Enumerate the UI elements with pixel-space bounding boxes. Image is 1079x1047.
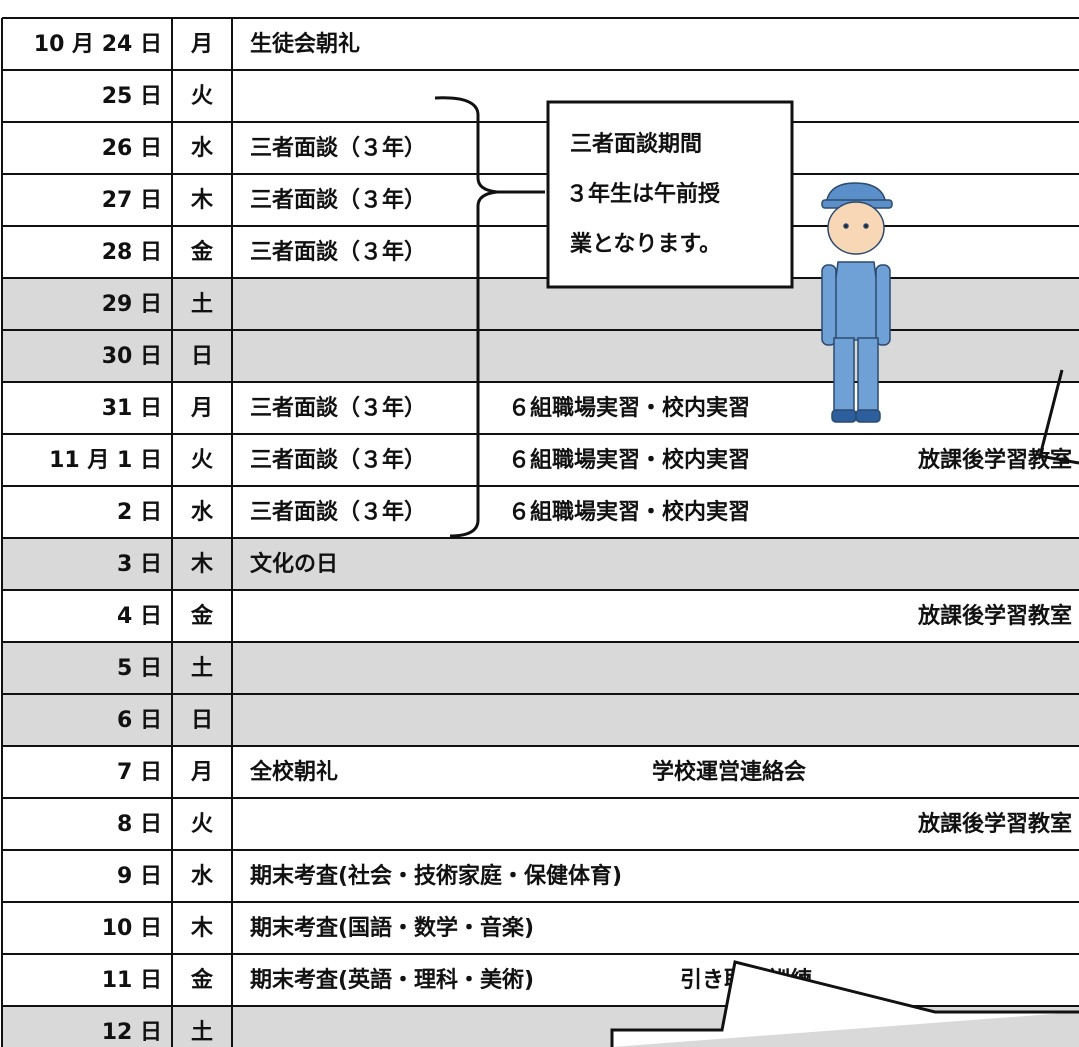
- day-cell: 金: [190, 239, 214, 265]
- row-background: [2, 746, 1079, 798]
- date-cell: 5 日: [117, 656, 162, 681]
- day-cell: 土: [191, 292, 213, 317]
- date-cell: 11 月 1 日: [49, 448, 162, 473]
- day-cell: 火: [191, 84, 213, 109]
- row-background: [2, 694, 1079, 746]
- date-cell: 8 日: [117, 812, 162, 837]
- row-background: [2, 278, 1079, 330]
- speech-tail-right: [1038, 369, 1079, 465]
- row-background: [2, 330, 1079, 382]
- event-text: 全校朝礼: [249, 759, 338, 785]
- event-text: 三者面談（３年）: [250, 239, 426, 265]
- date-cell: 27 日: [102, 188, 162, 213]
- day-cell: 水: [191, 136, 214, 161]
- row-background: [2, 590, 1079, 642]
- row-background: [2, 434, 1079, 486]
- callout-line: 業となります。: [570, 232, 721, 257]
- date-cell: 10 日: [102, 916, 162, 941]
- callout-line: ３年生は午前授: [566, 181, 721, 207]
- day-cell: 月: [190, 32, 213, 57]
- date-cell: 2 日: [117, 500, 162, 525]
- date-cell: 4 日: [117, 604, 162, 629]
- row-background: [2, 382, 1079, 434]
- row-background: [2, 538, 1079, 590]
- row-background: [2, 954, 1079, 1006]
- day-cell: 月: [190, 396, 213, 421]
- table: 10 月 24 日月生徒会朝礼25 日火26 日水三者面談（３年）27 日木三者…: [1, 17, 1079, 1047]
- date-cell: 26 日: [102, 136, 162, 161]
- date-cell: 11 日: [102, 968, 162, 993]
- bracket: [434, 96, 545, 538]
- row-background: [2, 18, 1079, 70]
- row-background: [2, 642, 1079, 694]
- date-cell: 31 日: [102, 396, 162, 421]
- event-text: ６組職場実習・校内実習: [508, 499, 750, 525]
- event-text: 放課後学習教室: [917, 603, 1072, 629]
- row-background: [2, 902, 1079, 954]
- row-background: [2, 798, 1079, 850]
- row-background: [2, 486, 1079, 538]
- event-text: ６組職場実習・校内実習: [508, 447, 750, 473]
- day-cell: 水: [191, 864, 214, 889]
- event-text: 期末考査(英語・理科・美術): [250, 967, 534, 993]
- date-cell: 29 日: [102, 292, 162, 317]
- event-text: 放課後学習教室: [917, 447, 1072, 473]
- day-cell: 土: [191, 1020, 213, 1045]
- callout-line: 三者面談期間: [570, 131, 702, 157]
- row-background: [2, 70, 1079, 122]
- speech-bubble-bottom: [610, 960, 1079, 1047]
- event-text: ６組職場実習・校内実習: [508, 395, 750, 421]
- event-text: 生徒会朝礼: [250, 31, 360, 57]
- event-text: 三者面談（３年）: [250, 395, 426, 421]
- row-background: [2, 226, 1079, 278]
- date-cell: 6 日: [117, 708, 162, 733]
- event-text: 三者面談（３年）: [250, 135, 426, 161]
- event-text: 三者面談（３年）: [250, 499, 426, 525]
- event-text: 文化の日: [250, 551, 338, 577]
- date-cell: 28 日: [102, 240, 162, 265]
- day-cell: 土: [191, 656, 213, 681]
- event-text: 期末考査(社会・技術家庭・保健体育): [250, 863, 622, 889]
- date-cell: 12 日: [102, 1020, 162, 1045]
- day-cell: 火: [191, 812, 213, 837]
- date-cell: 25 日: [102, 84, 162, 109]
- date-cell: 10 月 24 日: [34, 32, 162, 57]
- callout-box: [546, 100, 794, 289]
- day-cell: 日: [191, 344, 213, 369]
- day-cell: 木: [190, 188, 214, 213]
- day-cell: 木: [190, 552, 214, 577]
- callout: 三者面談期間 ３年生は午前授 業となります。: [546, 100, 794, 289]
- date-cell: 3 日: [117, 552, 162, 577]
- event-text: 三者面談（３年）: [250, 447, 426, 473]
- worker-illustration: [821, 182, 893, 423]
- row-background: [2, 850, 1079, 902]
- day-cell: 木: [190, 916, 214, 941]
- event-text: 期末考査(国語・数学・音楽): [250, 915, 534, 941]
- row-background: [2, 174, 1079, 226]
- day-cell: 金: [190, 603, 214, 629]
- event-text: 学校運営連絡会: [652, 759, 806, 785]
- event-text: 放課後学習教室: [917, 811, 1072, 837]
- day-cell: 火: [191, 448, 213, 473]
- day-cell: 日: [191, 708, 213, 733]
- date-cell: 30 日: [102, 344, 162, 369]
- day-cell: 月: [190, 760, 213, 785]
- date-cell: 7 日: [117, 760, 162, 785]
- event-text: 三者面談（３年）: [250, 187, 426, 213]
- day-cell: 金: [190, 967, 214, 993]
- day-cell: 水: [191, 500, 214, 525]
- row-background: [2, 122, 1079, 174]
- date-cell: 9 日: [117, 864, 162, 889]
